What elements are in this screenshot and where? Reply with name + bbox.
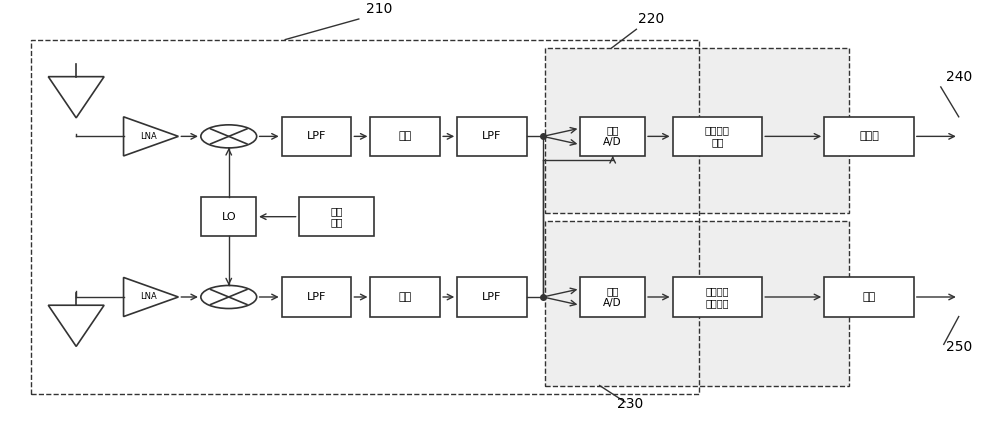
Text: 250: 250 xyxy=(946,340,972,354)
Text: LPF: LPF xyxy=(307,292,326,302)
Text: 230: 230 xyxy=(617,397,643,411)
FancyBboxPatch shape xyxy=(457,117,527,156)
Text: 终端: 终端 xyxy=(862,292,876,302)
Text: LNA: LNA xyxy=(140,132,157,141)
FancyBboxPatch shape xyxy=(580,117,645,156)
FancyBboxPatch shape xyxy=(673,277,762,317)
FancyBboxPatch shape xyxy=(545,221,849,385)
Text: LPF: LPF xyxy=(307,131,326,141)
Text: 数据采集
芯片: 数据采集 芯片 xyxy=(705,126,730,147)
FancyBboxPatch shape xyxy=(370,277,440,317)
FancyBboxPatch shape xyxy=(201,197,256,236)
Text: 220: 220 xyxy=(638,12,664,26)
FancyBboxPatch shape xyxy=(299,197,374,236)
FancyBboxPatch shape xyxy=(282,277,351,317)
Text: 中放: 中放 xyxy=(399,131,412,141)
FancyBboxPatch shape xyxy=(545,48,849,212)
FancyBboxPatch shape xyxy=(580,277,645,317)
Text: LNA: LNA xyxy=(140,293,157,301)
Text: 210: 210 xyxy=(366,2,392,16)
Text: 中放: 中放 xyxy=(399,292,412,302)
FancyBboxPatch shape xyxy=(370,117,440,156)
FancyBboxPatch shape xyxy=(824,117,914,156)
Text: 240: 240 xyxy=(946,70,972,84)
FancyBboxPatch shape xyxy=(282,117,351,156)
FancyBboxPatch shape xyxy=(457,277,527,317)
Text: 双路
A/D: 双路 A/D xyxy=(603,126,622,147)
Text: 存储器: 存储器 xyxy=(859,131,879,141)
Text: 参考
时钟: 参考 时钟 xyxy=(330,206,343,228)
Text: LPF: LPF xyxy=(482,292,502,302)
FancyBboxPatch shape xyxy=(824,277,914,317)
Text: LO: LO xyxy=(221,212,236,222)
FancyBboxPatch shape xyxy=(673,117,762,156)
Text: 双路
A/D: 双路 A/D xyxy=(603,286,622,308)
Text: LPF: LPF xyxy=(482,131,502,141)
Text: 实时信号
处理芯片: 实时信号 处理芯片 xyxy=(706,286,729,308)
